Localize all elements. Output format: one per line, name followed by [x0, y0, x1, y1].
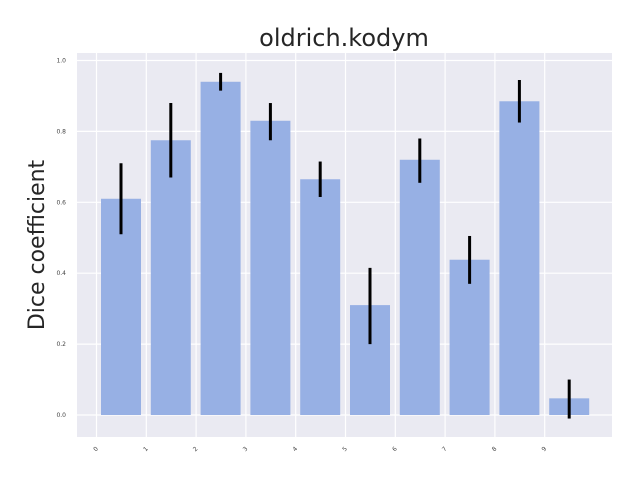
x-tick-label: 4 — [291, 445, 299, 453]
y-tick-label: 1.0 — [56, 58, 66, 65]
y-tick-label: 0.8 — [56, 128, 66, 135]
y-tick-label: 0.4 — [56, 270, 66, 277]
y-tick-label: 0.2 — [56, 341, 66, 348]
x-tick-label: 2 — [192, 445, 200, 453]
y-tick-label: 0.6 — [56, 199, 66, 206]
bar-6 — [399, 159, 440, 415]
y-tick-label: 0.0 — [56, 412, 66, 419]
x-tick-label: 0 — [92, 445, 100, 453]
x-tick-label: 7 — [441, 445, 449, 453]
x-tick-label: 9 — [540, 445, 548, 453]
bar-4 — [300, 179, 341, 415]
x-tick-label: 8 — [491, 445, 499, 453]
bar-0 — [101, 198, 141, 415]
x-axis-ticks: 0 1 2 3 4 5 6 7 8 9 — [92, 445, 548, 453]
bar-2 — [200, 81, 241, 416]
grid-lines — [77, 53, 612, 437]
bar-1 — [150, 140, 191, 415]
y-axis-label: Dice coefficient — [25, 159, 50, 330]
y-axis-ticks: 0.0 0.2 0.4 0.6 0.8 1.0 — [56, 58, 66, 420]
bar-3 — [250, 120, 291, 415]
bar-7 — [449, 259, 490, 415]
chart-title: oldrich.kodym — [259, 24, 429, 52]
error-bars — [119, 72, 571, 419]
x-tick-label: 5 — [341, 445, 349, 453]
x-tick-label: 3 — [242, 445, 250, 453]
bar-series — [101, 81, 590, 416]
x-tick-label: 6 — [391, 445, 399, 453]
x-tick-label: 1 — [142, 445, 150, 453]
bar-8 — [499, 101, 540, 415]
